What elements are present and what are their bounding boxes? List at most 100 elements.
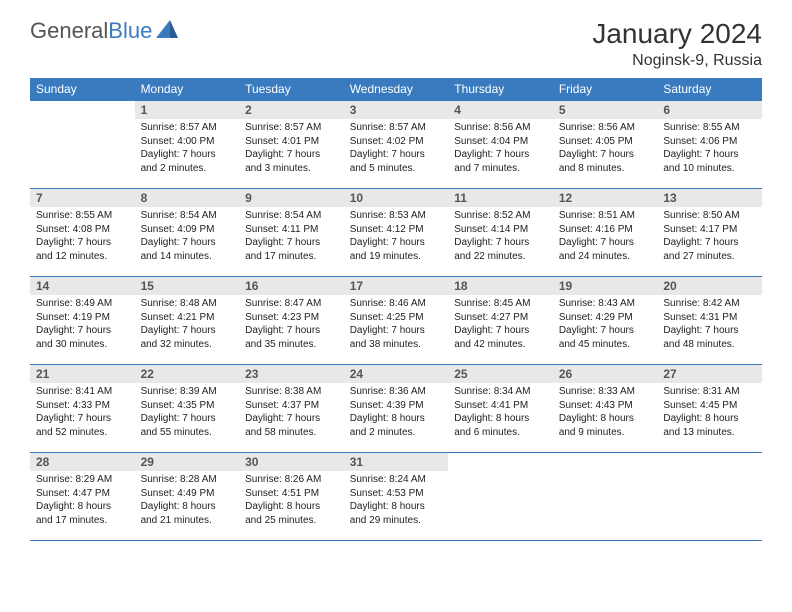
- day-body: Sunrise: 8:54 AMSunset: 4:09 PMDaylight:…: [135, 207, 240, 267]
- day-body: Sunrise: 8:33 AMSunset: 4:43 PMDaylight:…: [553, 383, 658, 443]
- sunrise-line: Sunrise: 8:48 AM: [141, 297, 234, 311]
- day-number: 11: [448, 189, 553, 207]
- day-number: 1: [135, 101, 240, 119]
- calendar-cell: 0: [30, 101, 135, 189]
- calendar-cell: 10Sunrise: 8:53 AMSunset: 4:12 PMDayligh…: [344, 189, 449, 277]
- calendar-cell: 26Sunrise: 8:33 AMSunset: 4:43 PMDayligh…: [553, 365, 658, 453]
- calendar-cell: 9Sunrise: 8:54 AMSunset: 4:11 PMDaylight…: [239, 189, 344, 277]
- sunrise-line: Sunrise: 8:38 AM: [245, 385, 338, 399]
- location-label: Noginsk-9, Russia: [592, 52, 762, 70]
- sunrise-line: Sunrise: 8:26 AM: [245, 473, 338, 487]
- sunrise-line: Sunrise: 8:46 AM: [350, 297, 443, 311]
- day-body: Sunrise: 8:36 AMSunset: 4:39 PMDaylight:…: [344, 383, 449, 443]
- daylight-line: Daylight: 8 hours and 2 minutes.: [350, 412, 443, 439]
- calendar-cell: 14Sunrise: 8:49 AMSunset: 4:19 PMDayligh…: [30, 277, 135, 365]
- weekday-header: Thursday: [448, 78, 553, 101]
- sunrise-line: Sunrise: 8:31 AM: [663, 385, 756, 399]
- day-number: 6: [657, 101, 762, 119]
- sunset-line: Sunset: 4:11 PM: [245, 223, 338, 237]
- sunset-line: Sunset: 4:17 PM: [663, 223, 756, 237]
- page-title: January 2024: [592, 18, 762, 50]
- day-body: Sunrise: 8:34 AMSunset: 4:41 PMDaylight:…: [448, 383, 553, 443]
- calendar-row: 21Sunrise: 8:41 AMSunset: 4:33 PMDayligh…: [30, 365, 762, 453]
- daylight-line: Daylight: 7 hours and 24 minutes.: [559, 236, 652, 263]
- sunset-line: Sunset: 4:02 PM: [350, 135, 443, 149]
- sunrise-line: Sunrise: 8:41 AM: [36, 385, 129, 399]
- sunrise-line: Sunrise: 8:51 AM: [559, 209, 652, 223]
- logo-part1: General: [30, 18, 108, 43]
- daylight-line: Daylight: 7 hours and 2 minutes.: [141, 148, 234, 175]
- day-body: Sunrise: 8:57 AMSunset: 4:00 PMDaylight:…: [135, 119, 240, 179]
- sunset-line: Sunset: 4:21 PM: [141, 311, 234, 325]
- sunrise-line: Sunrise: 8:57 AM: [141, 121, 234, 135]
- day-body: Sunrise: 8:42 AMSunset: 4:31 PMDaylight:…: [657, 295, 762, 355]
- calendar-cell: 21Sunrise: 8:41 AMSunset: 4:33 PMDayligh…: [30, 365, 135, 453]
- day-number: 9: [239, 189, 344, 207]
- day-number: 27: [657, 365, 762, 383]
- daylight-line: Daylight: 8 hours and 6 minutes.: [454, 412, 547, 439]
- day-number: 29: [135, 453, 240, 471]
- sunset-line: Sunset: 4:16 PM: [559, 223, 652, 237]
- daylight-line: Daylight: 7 hours and 32 minutes.: [141, 324, 234, 351]
- calendar-cell: 19Sunrise: 8:43 AMSunset: 4:29 PMDayligh…: [553, 277, 658, 365]
- calendar-cell: 4Sunrise: 8:56 AMSunset: 4:04 PMDaylight…: [448, 101, 553, 189]
- day-number: 18: [448, 277, 553, 295]
- day-body: Sunrise: 8:49 AMSunset: 4:19 PMDaylight:…: [30, 295, 135, 355]
- daylight-line: Daylight: 7 hours and 12 minutes.: [36, 236, 129, 263]
- sunrise-line: Sunrise: 8:39 AM: [141, 385, 234, 399]
- daylight-line: Daylight: 7 hours and 58 minutes.: [245, 412, 338, 439]
- logo-part2: Blue: [108, 18, 152, 43]
- sunrise-line: Sunrise: 8:56 AM: [454, 121, 547, 135]
- calendar-row: 7Sunrise: 8:55 AMSunset: 4:08 PMDaylight…: [30, 189, 762, 277]
- weekday-header: Friday: [553, 78, 658, 101]
- day-body: Sunrise: 8:28 AMSunset: 4:49 PMDaylight:…: [135, 471, 240, 531]
- day-body: Sunrise: 8:29 AMSunset: 4:47 PMDaylight:…: [30, 471, 135, 531]
- day-number: 7: [30, 189, 135, 207]
- calendar-cell: 7Sunrise: 8:55 AMSunset: 4:08 PMDaylight…: [30, 189, 135, 277]
- calendar-cell: 18Sunrise: 8:45 AMSunset: 4:27 PMDayligh…: [448, 277, 553, 365]
- sunrise-line: Sunrise: 8:57 AM: [245, 121, 338, 135]
- weekday-header: Sunday: [30, 78, 135, 101]
- sunset-line: Sunset: 4:12 PM: [350, 223, 443, 237]
- daylight-line: Daylight: 7 hours and 5 minutes.: [350, 148, 443, 175]
- sunset-line: Sunset: 4:23 PM: [245, 311, 338, 325]
- logo: GeneralBlue: [30, 18, 178, 44]
- sunset-line: Sunset: 4:47 PM: [36, 487, 129, 501]
- weekday-header: Monday: [135, 78, 240, 101]
- weekday-header: Wednesday: [344, 78, 449, 101]
- daylight-line: Daylight: 7 hours and 52 minutes.: [36, 412, 129, 439]
- calendar-cell: 17Sunrise: 8:46 AMSunset: 4:25 PMDayligh…: [344, 277, 449, 365]
- calendar-row: 28Sunrise: 8:29 AMSunset: 4:47 PMDayligh…: [30, 453, 762, 541]
- sunrise-line: Sunrise: 8:47 AM: [245, 297, 338, 311]
- sunrise-line: Sunrise: 8:29 AM: [36, 473, 129, 487]
- daylight-line: Daylight: 7 hours and 3 minutes.: [245, 148, 338, 175]
- calendar-cell: 12Sunrise: 8:51 AMSunset: 4:16 PMDayligh…: [553, 189, 658, 277]
- calendar-cell: 2Sunrise: 8:57 AMSunset: 4:01 PMDaylight…: [239, 101, 344, 189]
- calendar-cell: 25Sunrise: 8:34 AMSunset: 4:41 PMDayligh…: [448, 365, 553, 453]
- day-number: 20: [657, 277, 762, 295]
- sunrise-line: Sunrise: 8:54 AM: [141, 209, 234, 223]
- calendar-cell: 16Sunrise: 8:47 AMSunset: 4:23 PMDayligh…: [239, 277, 344, 365]
- calendar-cell: 30Sunrise: 8:26 AMSunset: 4:51 PMDayligh…: [239, 453, 344, 541]
- day-body: Sunrise: 8:31 AMSunset: 4:45 PMDaylight:…: [657, 383, 762, 443]
- calendar-table: Sunday Monday Tuesday Wednesday Thursday…: [30, 78, 762, 541]
- day-number: 8: [135, 189, 240, 207]
- daylight-line: Daylight: 7 hours and 55 minutes.: [141, 412, 234, 439]
- sunset-line: Sunset: 4:45 PM: [663, 399, 756, 413]
- daylight-line: Daylight: 7 hours and 30 minutes.: [36, 324, 129, 351]
- calendar-cell: 11Sunrise: 8:52 AMSunset: 4:14 PMDayligh…: [448, 189, 553, 277]
- daylight-line: Daylight: 8 hours and 25 minutes.: [245, 500, 338, 527]
- day-number: 15: [135, 277, 240, 295]
- day-number: 16: [239, 277, 344, 295]
- calendar-cell: 6Sunrise: 8:55 AMSunset: 4:06 PMDaylight…: [657, 101, 762, 189]
- calendar-cell: 13Sunrise: 8:50 AMSunset: 4:17 PMDayligh…: [657, 189, 762, 277]
- sunset-line: Sunset: 4:08 PM: [36, 223, 129, 237]
- calendar-cell: 29Sunrise: 8:28 AMSunset: 4:49 PMDayligh…: [135, 453, 240, 541]
- sunset-line: Sunset: 4:29 PM: [559, 311, 652, 325]
- sunset-line: Sunset: 4:25 PM: [350, 311, 443, 325]
- day-body: Sunrise: 8:53 AMSunset: 4:12 PMDaylight:…: [344, 207, 449, 267]
- sunset-line: Sunset: 4:04 PM: [454, 135, 547, 149]
- day-number: 24: [344, 365, 449, 383]
- daylight-line: Daylight: 8 hours and 17 minutes.: [36, 500, 129, 527]
- day-body: Sunrise: 8:56 AMSunset: 4:05 PMDaylight:…: [553, 119, 658, 179]
